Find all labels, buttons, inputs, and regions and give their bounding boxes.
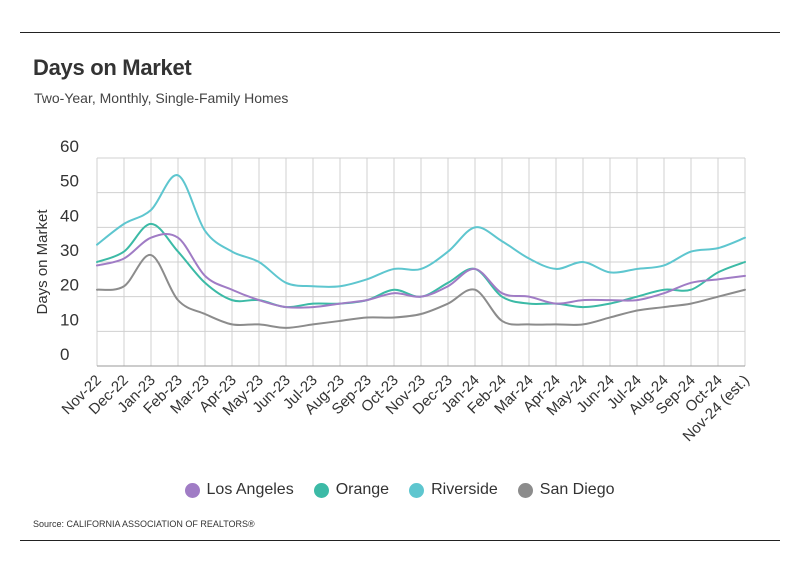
y-tick-label: 10 — [60, 310, 79, 329]
series-lines — [96, 174, 746, 329]
x-tick-labels: Nov-22Dec-22Jan-23Feb-23Mar-23Apr-23May-… — [59, 372, 753, 445]
legend-item-orange: Orange — [313, 481, 390, 499]
legend-label-orange: Orange — [335, 481, 390, 498]
y-tick-label: 20 — [60, 276, 79, 295]
series-line-san-diego — [96, 254, 746, 329]
legend-item-los-angeles: Los Angeles — [184, 481, 294, 499]
series-line-los-angeles — [96, 233, 746, 309]
legend-swatch-riverside — [409, 482, 425, 498]
source-note: Source: CALIFORNIA ASSOCIATION OF REALTO… — [33, 519, 255, 529]
legend-swatch-los-angeles — [184, 482, 200, 498]
y-tick-label: 30 — [60, 241, 79, 260]
legend-label-san-diego: San Diego — [539, 481, 615, 498]
legend-label-los-angeles: Los Angeles — [206, 481, 294, 498]
y-tick-labels: 0 10 20 30 40 50 60 — [60, 137, 79, 364]
legend-swatch-orange — [313, 482, 329, 498]
legend-swatch-san-diego — [517, 482, 533, 498]
y-tick-label: 60 — [60, 137, 79, 156]
y-tick-label: 40 — [60, 206, 79, 225]
series-line-riverside — [96, 174, 746, 288]
top-rule — [20, 32, 780, 33]
chart-subtitle: Two-Year, Monthly, Single-Family Homes — [34, 90, 289, 106]
legend: Los Angeles Orange Riverside San Diego — [0, 481, 799, 499]
legend-item-riverside: Riverside — [409, 481, 498, 499]
legend-item-san-diego: San Diego — [517, 481, 615, 499]
chart-title: Days on Market — [33, 55, 192, 80]
bottom-rule — [20, 540, 780, 541]
grid — [96, 157, 746, 367]
y-axis-label: Days on Market — [34, 209, 51, 315]
y-tick-label: 50 — [60, 172, 79, 191]
y-tick-label: 0 — [60, 345, 69, 364]
legend-label-riverside: Riverside — [431, 481, 498, 498]
